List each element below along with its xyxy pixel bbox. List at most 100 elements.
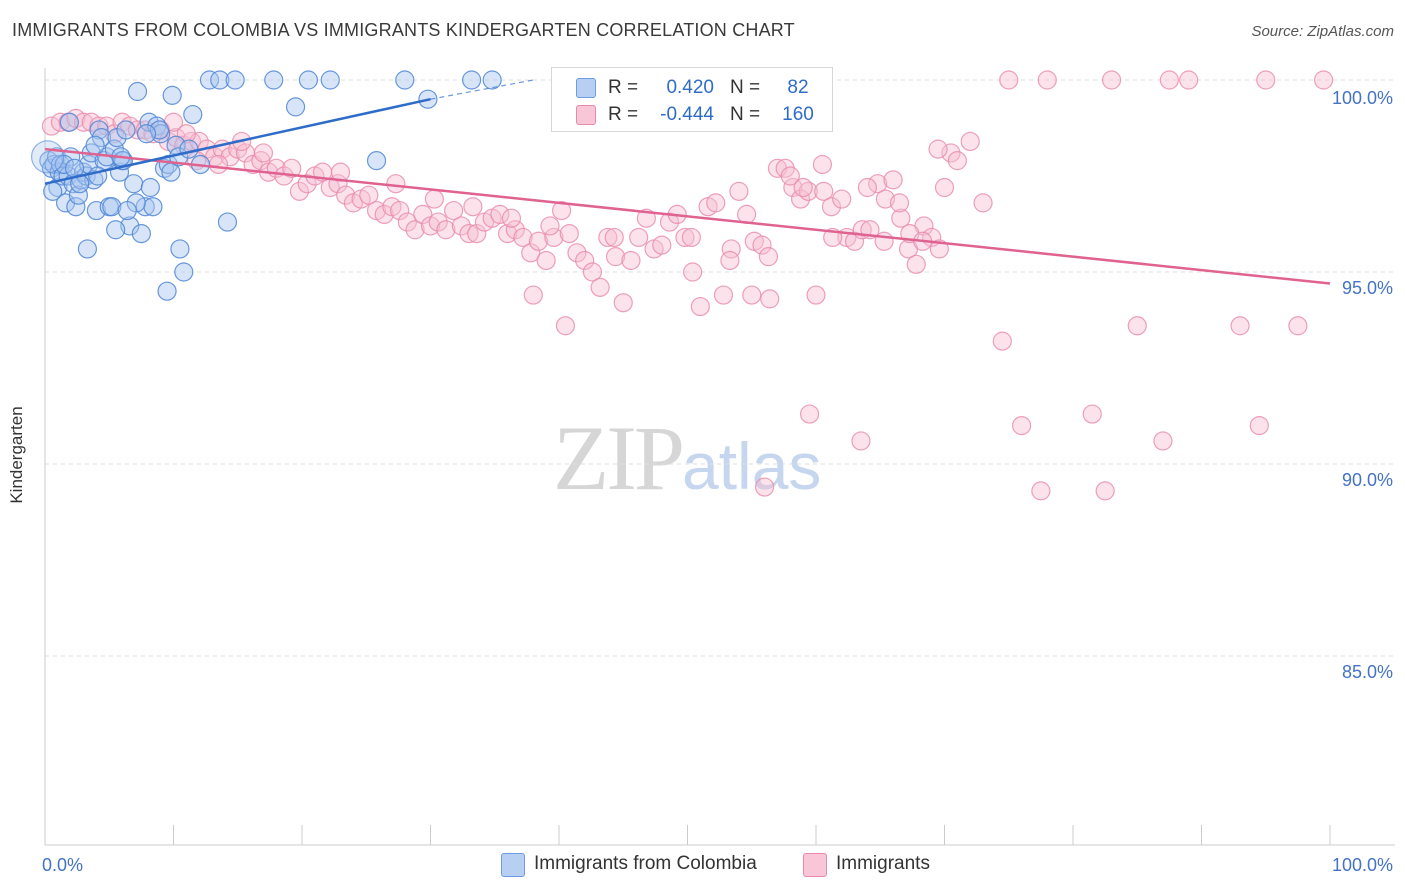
data-point-immigrants [490, 204, 510, 224]
data-point-immigrants [374, 204, 394, 224]
data-point-immigrants [166, 128, 186, 148]
series-colombia [30, 70, 502, 301]
data-point-colombia [285, 97, 306, 117]
data-point-immigrants [467, 224, 487, 244]
data-point-immigrants [1095, 481, 1115, 501]
y-tick-label: 85.0% [1342, 662, 1393, 682]
data-point-immigrants [251, 151, 271, 171]
data-point-immigrants [528, 231, 549, 251]
data-point-colombia [162, 85, 182, 105]
watermark-zip: ZIP [553, 407, 685, 509]
data-point-immigrants [806, 285, 826, 305]
data-point-immigrants [1127, 316, 1147, 336]
data-point-colombia [86, 200, 107, 221]
series-immigrants [41, 70, 1334, 501]
data-point-immigrants [1230, 316, 1250, 336]
data-point-immigrants [297, 174, 317, 194]
data-point-immigrants [790, 189, 811, 209]
data-point-immigrants [760, 289, 780, 309]
bottom-legend-label-immigrants: Immigrants [836, 853, 930, 874]
data-point-colombia [43, 181, 63, 201]
trend-lines [44, 79, 1331, 285]
data-point-immigrants [814, 181, 834, 201]
data-point-immigrants [540, 216, 560, 236]
data-point-colombia [84, 170, 104, 190]
data-point-immigrants [1179, 70, 1199, 90]
data-point-immigrants [575, 250, 595, 271]
data-point-immigrants [390, 200, 410, 221]
data-point-immigrants [459, 224, 479, 244]
data-point-immigrants [999, 70, 1019, 90]
watermark: ZIPatlas [553, 405, 821, 511]
data-point-colombia [395, 70, 415, 90]
data-point-colombia [170, 239, 190, 259]
data-point-immigrants [798, 181, 818, 201]
data-point-immigrants [336, 185, 356, 205]
data-point-immigrants [523, 285, 543, 305]
data-point-immigrants [501, 208, 522, 228]
legend-r-label: R = [608, 104, 639, 125]
data-point-immigrants [729, 181, 749, 201]
data-point-immigrants [253, 143, 274, 163]
trendline-colombia [44, 97, 431, 185]
data-point-immigrants [463, 197, 483, 217]
data-point-immigrants [1037, 70, 1057, 90]
data-point-colombia [59, 112, 80, 132]
data-point-colombia-large [30, 140, 65, 174]
data-point-immigrants [947, 151, 967, 171]
data-point-immigrants [758, 247, 779, 267]
x-tick-label-min: 0.0% [42, 855, 83, 875]
data-point-colombia [85, 135, 105, 155]
data-point-immigrants [857, 177, 878, 198]
data-point-colombia [54, 154, 74, 175]
data-point-immigrants [706, 193, 726, 213]
correlation-legend: R = 0.420 N = 82 R = -0.444 N = 160 [551, 67, 833, 132]
data-point-colombia [210, 70, 230, 90]
data-point-colombia [117, 200, 137, 221]
legend-r-value: 0.420 [666, 77, 714, 98]
data-point-immigrants [793, 177, 813, 198]
data-point-colombia [140, 177, 160, 198]
data-point-immigrants [555, 316, 576, 336]
data-point-immigrants [675, 227, 695, 248]
data-point-colombia [124, 174, 144, 194]
data-point-immigrants [428, 212, 448, 232]
bottom-legend-swatch-immigrants [803, 853, 827, 877]
watermark-atlas: atlas [682, 429, 822, 503]
legend-r-label: R = [608, 77, 639, 98]
legend-row-colombia: R = 0.420 N = 82 [552, 74, 832, 102]
data-point-immigrants [505, 220, 525, 240]
data-point-immigrants [1313, 70, 1334, 90]
data-point-immigrants [683, 262, 703, 282]
data-point-immigrants [436, 220, 456, 240]
data-point-immigrants [582, 262, 603, 282]
data-point-immigrants [812, 154, 833, 175]
data-point-immigrants [906, 254, 926, 274]
data-point-colombia [116, 120, 136, 140]
data-point-immigrants [934, 177, 955, 198]
y-tick-label: 100.0% [1332, 88, 1393, 108]
data-point-immigrants [424, 189, 444, 209]
data-point-immigrants [690, 296, 710, 317]
data-point-immigrants [652, 235, 672, 255]
data-point-immigrants [821, 197, 842, 217]
data-point-colombia [482, 70, 502, 90]
data-point-colombia [143, 197, 163, 217]
data-point-immigrants [413, 204, 433, 224]
data-point-immigrants [1082, 404, 1102, 424]
legend-swatch-immigrants [576, 105, 596, 125]
data-point-immigrants [929, 239, 949, 259]
legend-n-value: 160 [782, 104, 814, 125]
data-point-immigrants [1159, 70, 1179, 90]
data-point-immigrants [960, 131, 980, 152]
data-point-immigrants [73, 112, 94, 132]
data-point-immigrants [799, 404, 820, 424]
data-point-immigrants [783, 177, 803, 198]
legend-n-label: N = [730, 77, 761, 98]
data-point-immigrants [397, 212, 417, 232]
data-point-colombia [225, 70, 245, 90]
data-point-immigrants [1031, 481, 1051, 501]
data-point-immigrants [973, 193, 993, 213]
data-point-immigrants [1288, 316, 1308, 336]
